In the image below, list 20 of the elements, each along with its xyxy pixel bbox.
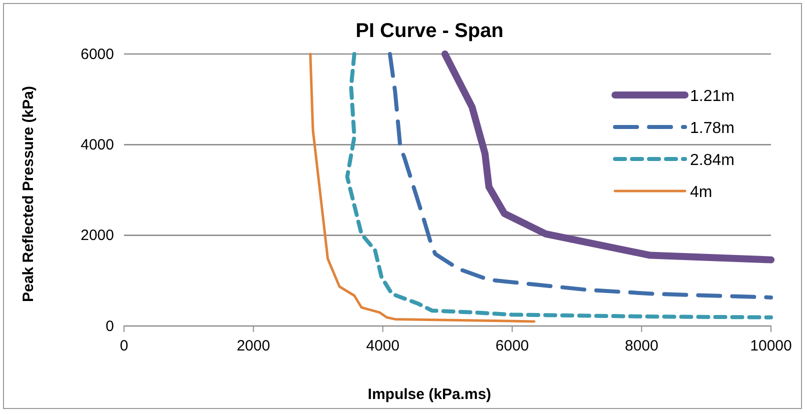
legend-label: 4m <box>690 184 712 201</box>
x-tick-label: 6000 <box>496 338 529 355</box>
x-tick-label: 4000 <box>366 338 400 355</box>
legend-label: 1.78m <box>690 120 734 137</box>
y-tick-label: 6000 <box>80 46 114 63</box>
y-tick-label: 4000 <box>80 136 114 154</box>
legend-label: 1.21m <box>690 88 734 105</box>
line-series <box>388 52 773 300</box>
x-tick-label: 8000 <box>624 338 658 355</box>
y-tick-label: 2000 <box>80 227 114 244</box>
x-tick-label: 10000 <box>750 338 792 355</box>
x-tick-label: 0 <box>120 338 128 355</box>
x-axis-title: Impulse (kPa.ms) <box>368 386 492 403</box>
legend-label: 2.84m <box>690 152 734 169</box>
line-series <box>309 52 536 323</box>
chart-title: PI Curve - Span <box>356 20 504 42</box>
line-series <box>345 52 773 320</box>
y-axis-title: Peak Reflected Pressure (kPa) <box>20 86 37 302</box>
x-tick-label: 2000 <box>236 338 270 355</box>
y-tick-label: 0 <box>106 318 114 335</box>
